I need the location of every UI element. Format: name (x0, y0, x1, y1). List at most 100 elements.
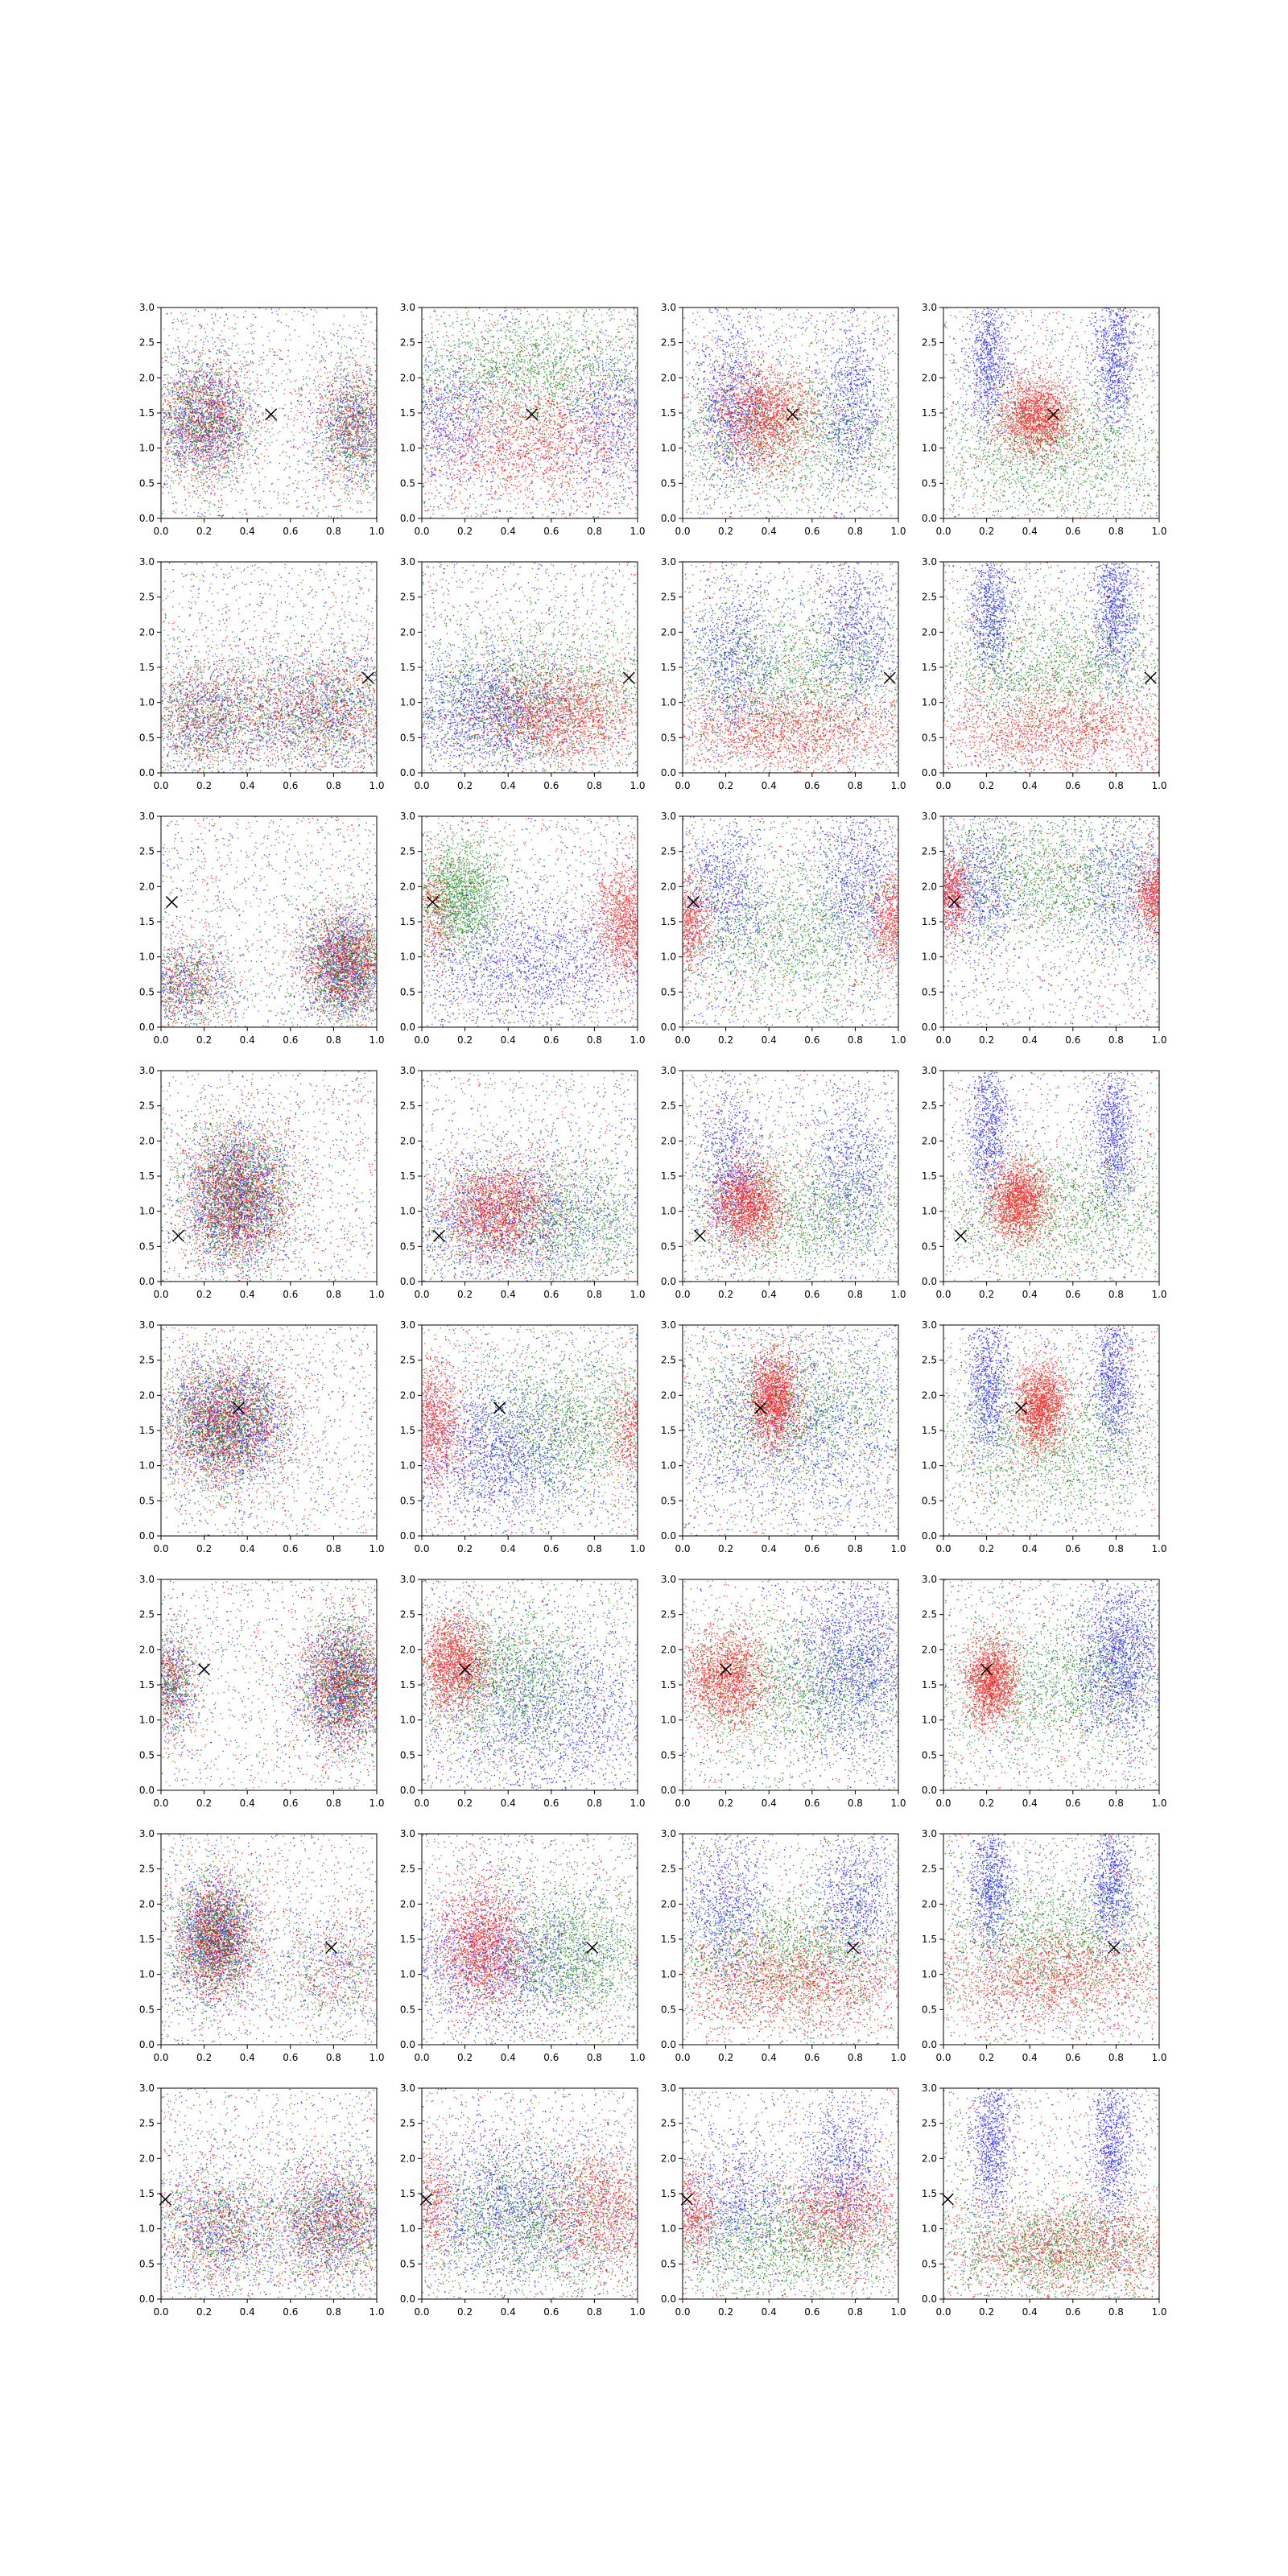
y-tick-label: 1.5 (922, 407, 937, 419)
y-tick-label: 3.0 (400, 1319, 415, 1331)
y-tick-label: 2.0 (139, 1644, 155, 1655)
y-tick-label: 2.0 (139, 1135, 155, 1146)
x-tick-label: 0.0 (153, 780, 168, 791)
x-tick-label: 0.2 (196, 2052, 212, 2063)
x-tick-label: 0.0 (675, 1798, 690, 1809)
x-tick-label: 1.0 (890, 2052, 906, 2063)
x-tick-label: 0.8 (326, 1543, 341, 1554)
y-tick-label: 0.0 (661, 2293, 676, 2305)
x-tick-label: 0.6 (1065, 2052, 1080, 2063)
y-tick-label: 0.0 (139, 1276, 155, 1287)
x-tick-label: 0.2 (196, 1543, 212, 1554)
x-tick-label: 0.8 (326, 526, 341, 537)
y-tick-label: 2.0 (922, 1644, 937, 1655)
y-tick-label: 0.0 (139, 1022, 155, 1033)
x-tick-label: 0.6 (1065, 780, 1080, 791)
y-tick-label: 2.5 (661, 1864, 676, 1875)
y-tick-label: 3.0 (661, 1574, 676, 1585)
y-tick-label: 1.5 (400, 2188, 415, 2199)
y-tick-label: 0.0 (661, 1022, 676, 1033)
y-tick-label: 1.0 (400, 952, 415, 963)
x-tick-label: 0.2 (457, 1289, 473, 1300)
x-tick-label: 0.2 (718, 2052, 733, 2063)
x-tick-label: 0.6 (1065, 1543, 1080, 1554)
y-tick-label: 2.5 (922, 592, 937, 603)
y-tick-label: 2.5 (139, 846, 155, 857)
y-tick-label: 0.5 (922, 2004, 937, 2015)
x-tick-label: 0.2 (457, 1798, 473, 1809)
y-tick-label: 1.0 (661, 443, 676, 454)
y-tick-label: 2.0 (139, 626, 155, 638)
y-tick-label: 2.5 (139, 2118, 155, 2129)
x-tick-label: 0.8 (587, 526, 602, 537)
y-tick-label: 1.5 (139, 916, 155, 927)
y-tick-label: 0.5 (400, 2004, 415, 2015)
y-tick-label: 0.0 (400, 1022, 415, 1033)
y-tick-label: 1.0 (922, 1460, 937, 1472)
y-tick-label: 2.5 (661, 846, 676, 857)
x-tick-label: 0.2 (979, 526, 994, 537)
x-tick-label: 0.8 (1108, 1798, 1124, 1809)
x-tick-label: 0.2 (457, 2306, 473, 2318)
x-tick-label: 0.0 (935, 1034, 951, 1046)
x-tick-label: 0.4 (1022, 1289, 1038, 1300)
x-tick-label: 0.8 (848, 526, 863, 537)
y-tick-label: 0.0 (922, 767, 937, 778)
y-tick-label: 0.5 (922, 986, 937, 997)
x-tick-label: 0.8 (326, 1034, 341, 1046)
y-tick-label: 0.5 (139, 986, 155, 997)
y-tick-label: 2.0 (661, 881, 676, 892)
x-tick-label: 0.6 (283, 1798, 298, 1809)
y-tick-label: 1.5 (139, 407, 155, 419)
x-tick-label: 0.4 (762, 1543, 777, 1554)
x-tick-label: 0.8 (1108, 1543, 1124, 1554)
x-tick-label: 0.6 (1065, 1798, 1080, 1809)
x-tick-label: 0.0 (935, 1289, 951, 1300)
y-tick-label: 1.5 (400, 407, 415, 419)
y-tick-label: 3.0 (400, 1574, 415, 1585)
x-tick-label: 0.4 (240, 2306, 255, 2318)
x-tick-label: 0.6 (1065, 2306, 1080, 2318)
y-tick-label: 0.0 (400, 1785, 415, 1796)
y-tick-label: 3.0 (661, 811, 676, 822)
x-tick-label: 0.4 (1022, 1034, 1038, 1046)
y-tick-label: 2.0 (400, 372, 415, 383)
x-tick-label: 0.8 (848, 2052, 863, 2063)
x-tick-label: 0.2 (457, 1543, 473, 1554)
x-tick-label: 0.4 (501, 526, 516, 537)
x-tick-label: 0.6 (283, 1034, 298, 1046)
y-tick-label: 2.5 (400, 846, 415, 857)
x-tick-label: 0.8 (848, 780, 863, 791)
x-tick-label: 0.0 (414, 1289, 429, 1300)
y-tick-label: 1.5 (400, 916, 415, 927)
y-tick-label: 2.0 (922, 626, 937, 638)
x-tick-label: 1.0 (890, 1034, 906, 1046)
x-tick-label: 1.0 (890, 1543, 906, 1554)
y-tick-label: 2.5 (400, 1609, 415, 1620)
y-tick-label: 3.0 (139, 302, 155, 313)
y-tick-label: 2.5 (661, 1100, 676, 1112)
x-tick-label: 0.4 (762, 780, 777, 791)
x-tick-label: 0.8 (1108, 780, 1124, 791)
y-tick-label: 3.0 (139, 2083, 155, 2094)
x-tick-label: 0.6 (283, 1289, 298, 1300)
y-tick-label: 1.5 (400, 662, 415, 673)
x-tick-label: 0.8 (587, 1034, 602, 1046)
x-tick-label: 0.0 (414, 526, 429, 537)
x-tick-label: 0.8 (326, 780, 341, 791)
y-tick-label: 0.0 (661, 767, 676, 778)
y-tick-label: 2.5 (139, 1100, 155, 1112)
y-tick-label: 2.5 (400, 1100, 415, 1112)
y-tick-label: 0.0 (400, 1530, 415, 1542)
y-tick-label: 1.0 (922, 2223, 937, 2235)
y-tick-label: 0.5 (139, 2004, 155, 2015)
x-tick-label: 1.0 (890, 2306, 906, 2318)
y-tick-label: 1.5 (400, 1934, 415, 1945)
y-tick-label: 1.0 (922, 952, 937, 963)
x-tick-label: 1.0 (1151, 2052, 1166, 2063)
x-tick-label: 0.0 (935, 526, 951, 537)
y-tick-label: 2.0 (661, 372, 676, 383)
y-tick-label: 2.5 (400, 592, 415, 603)
y-tick-label: 0.0 (139, 2039, 155, 2050)
y-tick-label: 1.0 (661, 952, 676, 963)
